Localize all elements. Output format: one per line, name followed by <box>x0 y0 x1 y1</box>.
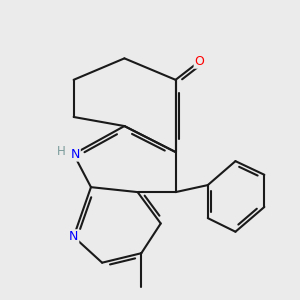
Text: H: H <box>57 145 65 158</box>
Text: N: N <box>69 230 78 243</box>
Text: N: N <box>70 148 80 160</box>
Text: O: O <box>195 55 205 68</box>
